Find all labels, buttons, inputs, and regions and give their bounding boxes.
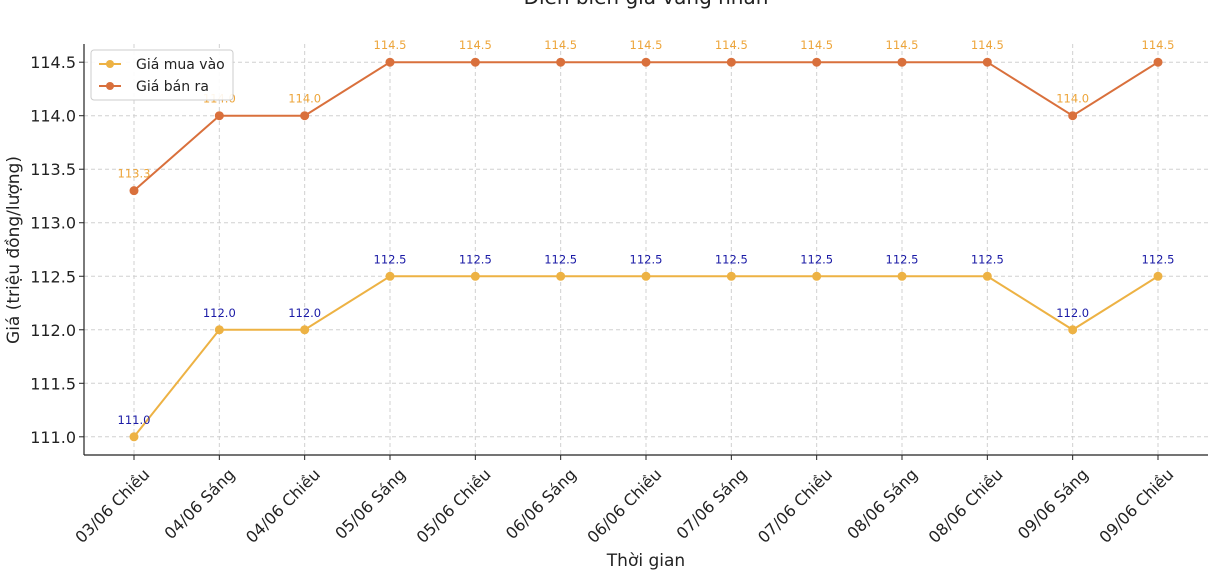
- data-label: 114.5: [715, 38, 748, 52]
- data-point: [812, 271, 822, 281]
- x-tick-label: 09/06 Sáng: [1014, 465, 1092, 543]
- data-point: [1068, 111, 1078, 121]
- data-label: 112.0: [203, 306, 236, 320]
- data-label: 113.3: [118, 167, 151, 181]
- y-axis-ticks: 111.0 111.5 112.0 112.5 113.0 113.5 114.0 114.5: [30, 53, 84, 447]
- x-tick-label: 06/06 Chiều: [583, 465, 665, 547]
- data-label: 114.5: [630, 38, 663, 52]
- x-tick-label: 08/06 Chiều: [925, 465, 1007, 547]
- data-point: [556, 271, 566, 281]
- data-label: 112.5: [630, 252, 663, 266]
- data-point: [129, 186, 139, 196]
- grid: [84, 44, 1208, 455]
- chart-title: Diễn biến giá vàng nhẫn: [524, 0, 769, 9]
- data-point: [726, 57, 736, 67]
- data-label: 114.5: [886, 38, 919, 52]
- x-tick-label: 07/06 Chiều: [754, 465, 836, 547]
- x-tick-label: 04/06 Chiều: [242, 465, 324, 547]
- x-tick-label: 06/06 Sáng: [502, 465, 580, 543]
- data-label: 114.5: [1142, 38, 1175, 52]
- legend-box: [90, 49, 234, 101]
- data-point: [641, 271, 651, 281]
- data-point: [129, 432, 139, 442]
- legend-label: Giá bán ra: [136, 79, 209, 95]
- data-label: 112.5: [800, 252, 833, 266]
- data-label: 112.5: [886, 252, 919, 266]
- series-sell: 113.3 114.0 114.0 114.5 114.5 114.5 114.5 114.5…: [118, 38, 1175, 196]
- data-label: 114.5: [971, 38, 1004, 52]
- y-axis-title: Giá (triệu đồng/lượng): [3, 156, 24, 344]
- data-label: 114.5: [459, 38, 492, 52]
- x-tick-label: 05/06 Chiều: [413, 465, 495, 547]
- x-axis-title: Thời gian: [606, 551, 685, 571]
- data-point: [726, 271, 736, 281]
- y-tick-label: 112.0: [30, 321, 76, 340]
- data-label: 112.5: [715, 252, 748, 266]
- data-label: 112.5: [544, 252, 577, 266]
- data-point: [897, 271, 907, 281]
- x-tick-label: 09/06 Chiều: [1095, 465, 1177, 547]
- data-label: 111.0: [118, 413, 151, 427]
- legend-item: Giá bán ra: [99, 79, 209, 95]
- data-label: 112.0: [288, 306, 321, 320]
- legend-item: Giá mua vào: [99, 57, 225, 73]
- data-point: [300, 111, 310, 121]
- y-tick-label: 113.5: [30, 160, 76, 179]
- data-label: 114.5: [544, 38, 577, 52]
- x-tick-label: 03/06 Chiều: [71, 465, 153, 547]
- y-tick-label: 112.5: [30, 267, 76, 286]
- data-label: 112.5: [459, 252, 492, 266]
- x-tick-label: 08/06 Sáng: [843, 465, 921, 543]
- data-point: [982, 271, 992, 281]
- data-point: [470, 271, 480, 281]
- series-line: [133, 275, 1159, 438]
- data-point: [214, 325, 224, 335]
- legend-label: Giá mua vào: [136, 57, 225, 73]
- y-tick-label: 113.0: [30, 214, 76, 233]
- data-point: [385, 271, 395, 281]
- y-tick-label: 111.0: [30, 428, 76, 447]
- data-label: 114.5: [800, 38, 833, 52]
- data-label: 114.0: [1056, 92, 1089, 106]
- data-point: [1068, 325, 1078, 335]
- legend-marker: [106, 82, 114, 90]
- legend: Giá mua vào Giá bán ra: [90, 49, 234, 101]
- data-point: [641, 57, 651, 67]
- data-label: 112.0: [1056, 306, 1089, 320]
- data-label: 112.5: [971, 252, 1004, 266]
- data-point: [982, 57, 992, 67]
- data-label: 114.5: [374, 38, 407, 52]
- data-point: [1153, 57, 1163, 67]
- y-tick-label: 111.5: [30, 374, 76, 393]
- data-label: 114.0: [288, 92, 321, 106]
- legend-marker: [106, 60, 114, 68]
- data-point: [1153, 271, 1163, 281]
- data-label: 112.5: [374, 252, 407, 266]
- data-point: [470, 57, 480, 67]
- x-tick-label: 04/06 Sáng: [161, 465, 239, 543]
- series-buy: 111.0 112.0 112.0 112.5 112.5 112.5 112.5 112.5…: [118, 252, 1175, 442]
- y-tick-label: 114.0: [30, 107, 76, 126]
- data-point: [556, 57, 566, 67]
- data-point: [385, 57, 395, 67]
- data-point: [214, 111, 224, 121]
- data-point: [300, 325, 310, 335]
- series-layer: 111.0 112.0 112.0 112.5 112.5 112.5 112.5 112.5…: [118, 38, 1175, 442]
- data-point: [897, 57, 907, 67]
- data-label: 112.5: [1142, 252, 1175, 266]
- y-tick-label: 114.5: [30, 53, 76, 72]
- x-axis-ticks: 03/06 Chiều 04/06 Sáng 04/06 Chiều 05/06 Sá…: [71, 455, 1177, 547]
- data-point: [812, 57, 822, 67]
- x-tick-label: 07/06 Sáng: [673, 465, 751, 543]
- x-tick-label: 05/06 Sáng: [331, 465, 409, 543]
